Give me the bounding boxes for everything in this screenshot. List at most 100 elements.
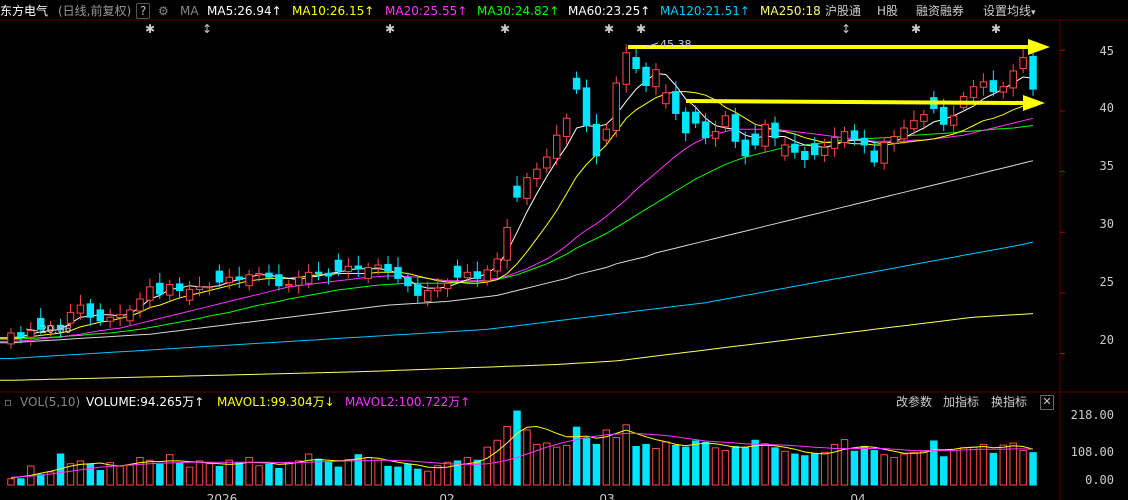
event-marker-icon[interactable]: ↕: [202, 22, 212, 36]
volume-bar-down: [334, 466, 343, 486]
candle-down: [215, 270, 224, 283]
candle-down: [334, 259, 343, 272]
volume-bar-up: [245, 456, 253, 486]
volume-bar-up: [7, 478, 15, 486]
volume-bar-up: [920, 450, 928, 486]
candlestick-series: [7, 44, 1037, 349]
ma20-value: MA20:25.55↑: [385, 4, 468, 18]
ma20-line: [0, 117, 1034, 342]
add-indicator-button[interactable]: 加指标: [943, 395, 980, 409]
event-marker-icon[interactable]: ✱: [500, 22, 510, 36]
tab-hk-connect[interactable]: 沪股通: [825, 4, 862, 18]
candle-up: [622, 52, 630, 85]
event-markers: ✱ ↕ ✱ ✱ ✱ ✱ ↕ ✱ ✱: [145, 22, 1001, 36]
volume-bar-up: [146, 459, 154, 486]
volume-bar-down: [275, 467, 283, 486]
candle-down: [731, 114, 740, 142]
candle-down: [314, 271, 323, 275]
ma60-value: MA60:23.25↑: [568, 4, 651, 18]
y-tick-20: 20: [1099, 333, 1114, 347]
volume-bar-up: [46, 471, 55, 486]
edit-params-button[interactable]: 改参数: [896, 395, 933, 409]
volume-bar-up: [830, 443, 839, 486]
candle-down: [513, 185, 521, 198]
volume-bar-down: [384, 465, 392, 486]
volume-bar-up: [66, 463, 75, 486]
close-icon[interactable]: ✕: [1040, 395, 1054, 410]
tab-ma-settings[interactable]: 设置均线▾: [983, 4, 1036, 18]
candle-up: [523, 177, 531, 199]
volume-bar-up: [295, 460, 303, 486]
volume-bar-up: [652, 448, 660, 486]
volume-bar-down: [811, 453, 819, 486]
candle-down: [1029, 55, 1037, 90]
help-button[interactable]: ?: [136, 2, 151, 20]
tab-h-share[interactable]: H股: [877, 4, 899, 18]
candle-up: [205, 286, 214, 289]
period-label[interactable]: (日线,前复权): [58, 4, 132, 18]
event-marker-icon[interactable]: ✱: [604, 22, 614, 36]
event-marker-icon[interactable]: ✱: [145, 22, 155, 36]
candle-down: [940, 106, 948, 125]
vol-tick-0: 0.00: [1085, 473, 1114, 487]
candle-up: [7, 332, 15, 345]
volume-value: VOLUME:94.265万↑: [86, 395, 205, 409]
volume-bar-down: [691, 440, 700, 486]
candle-down: [592, 123, 601, 157]
candle-down: [791, 143, 799, 153]
event-marker-icon[interactable]: ✱: [911, 22, 921, 36]
event-marker-icon[interactable]: ✱: [636, 22, 646, 36]
candle-up: [146, 286, 154, 301]
tab-margin-trading[interactable]: 融资融券: [916, 4, 965, 18]
event-marker-icon[interactable]: ✱: [991, 22, 1001, 36]
mavol2-line: [10, 432, 1034, 478]
volume-bar-down: [989, 452, 998, 486]
volume-bar-up: [503, 426, 511, 486]
candle-up: [225, 276, 233, 284]
candle-down: [741, 139, 749, 157]
help-icon[interactable]: ?: [136, 3, 151, 19]
volume-bar-down: [870, 450, 878, 486]
candle-down: [701, 121, 710, 139]
volume-bar-down: [860, 445, 869, 486]
candle-down: [275, 274, 283, 287]
y-tick-40: 40: [1099, 101, 1114, 115]
candle-up: [503, 226, 511, 261]
candle-down: [175, 283, 184, 292]
switch-indicator-button[interactable]: 换指标: [991, 395, 1028, 409]
candle-up: [612, 82, 620, 131]
volume-bar-up: [533, 443, 541, 486]
candle-down: [86, 303, 95, 318]
volume-bar-up: [721, 450, 730, 486]
gear-icon[interactable]: ⚙: [158, 4, 169, 18]
chevron-down-icon[interactable]: ▾: [1031, 8, 1036, 18]
candle-up: [344, 265, 353, 273]
y-tick-35: 35: [1099, 159, 1114, 173]
collapse-icon[interactable]: ▫: [4, 395, 13, 409]
y-tick-45: 45: [1099, 44, 1114, 58]
volume-bar-up: [374, 459, 382, 486]
candle-up: [116, 314, 124, 318]
candle-up: [463, 271, 472, 279]
vol-tick-108: 108.00: [1070, 445, 1114, 459]
candle-up: [424, 290, 432, 302]
candle-down: [751, 133, 759, 146]
candle-up: [553, 134, 561, 159]
volume-bar-up: [463, 456, 472, 486]
candle-up: [126, 309, 134, 322]
candle-up: [602, 128, 611, 141]
moving-average-lines: [0, 72, 1034, 381]
volume-bar-up: [195, 460, 204, 486]
volume-bar-up: [890, 456, 898, 486]
event-marker-icon[interactable]: ↕: [841, 22, 851, 36]
candle-up: [543, 156, 551, 169]
support-arrow-head: [1023, 95, 1045, 111]
event-marker-icon[interactable]: ✱: [385, 22, 395, 36]
volume-bar-down: [414, 468, 422, 486]
ma5-value: MA5:26.94↑: [207, 4, 282, 18]
volume-bar-up: [344, 459, 353, 486]
candle-down: [473, 271, 482, 279]
mavol1-value: MAVOL1:99.304万↓: [217, 395, 335, 409]
volume-bar-up: [711, 447, 720, 486]
volume-bar-down: [473, 459, 482, 486]
